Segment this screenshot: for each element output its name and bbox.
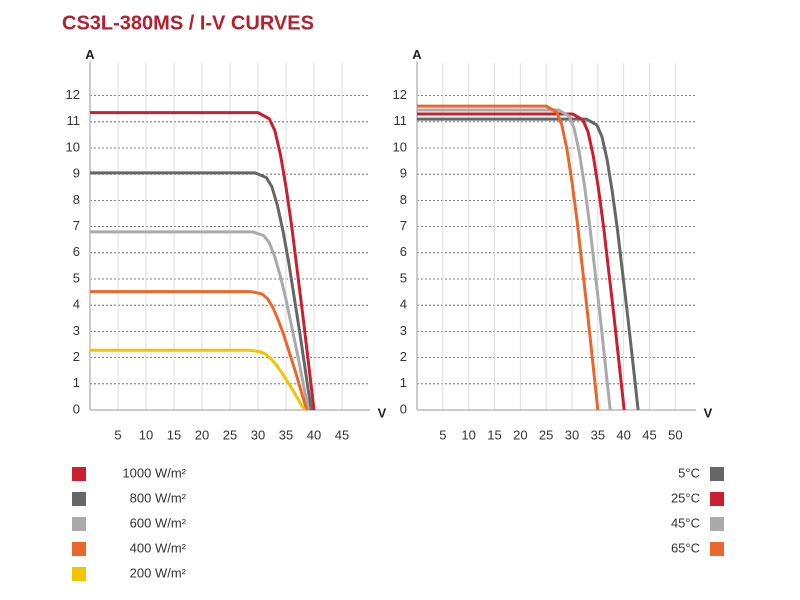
y-tick-label: 0 [73, 401, 80, 416]
iv-curve [417, 108, 612, 411]
iv-curve [417, 104, 600, 411]
iv-curve [90, 290, 309, 411]
iv-curve [90, 230, 310, 411]
legend-swatch [72, 567, 86, 581]
x-tick-label: 50 [668, 427, 682, 442]
y-axis-label: A [85, 47, 95, 62]
y-tick-label: 5 [73, 270, 80, 285]
y-tick-label: 12 [66, 87, 80, 102]
y-axis-label: A [412, 47, 422, 62]
y-tick-label: 6 [400, 244, 407, 259]
x-tick-label: 20 [195, 427, 209, 442]
y-tick-label: 10 [393, 139, 407, 154]
legend-label: 5°C [678, 465, 700, 480]
legend-swatch [710, 492, 724, 506]
iv-curve [417, 112, 626, 411]
y-tick-label: 3 [400, 323, 407, 338]
x-tick-label: 15 [167, 427, 181, 442]
x-tick-label: 10 [139, 427, 153, 442]
x-axis-label: V [378, 405, 387, 420]
x-tick-label: 20 [513, 427, 527, 442]
y-tick-label: 6 [73, 244, 80, 259]
y-tick-label: 9 [400, 166, 407, 181]
y-tick-label: 5 [400, 270, 407, 285]
x-tick-label: 45 [335, 427, 349, 442]
legend-swatch [72, 467, 86, 481]
x-axis-label: V [704, 405, 713, 420]
legend-label: 45°C [671, 515, 700, 530]
legend-swatch [710, 542, 724, 556]
x-tick-label: 5 [439, 427, 446, 442]
x-tick-label: 15 [487, 427, 501, 442]
legend-swatch [710, 467, 724, 481]
y-tick-label: 2 [400, 349, 407, 364]
y-tick-label: 9 [73, 166, 80, 181]
x-tick-label: 40 [616, 427, 630, 442]
x-tick-label: 35 [279, 427, 293, 442]
y-tick-label: 1 [73, 375, 80, 390]
legend-label: 1000 W/m² [122, 465, 186, 480]
legend-label: 200 W/m² [130, 565, 187, 580]
y-tick-label: 8 [73, 192, 80, 207]
legend-swatch [72, 517, 86, 531]
page-title: CS3L-380MS / I-V CURVES [62, 12, 314, 34]
x-tick-label: 5 [114, 427, 121, 442]
legend-label: 400 W/m² [130, 540, 187, 555]
legend-swatch [72, 492, 86, 506]
y-tick-label: 3 [73, 323, 80, 338]
y-tick-label: 1 [400, 375, 407, 390]
x-tick-label: 45 [642, 427, 656, 442]
x-tick-label: 35 [591, 427, 605, 442]
x-tick-label: 30 [565, 427, 579, 442]
y-tick-label: 4 [73, 297, 80, 312]
x-tick-label: 25 [223, 427, 237, 442]
y-tick-label: 7 [73, 218, 80, 233]
x-tick-label: 25 [539, 427, 553, 442]
x-tick-label: 30 [251, 427, 265, 442]
y-tick-label: 10 [66, 139, 80, 154]
x-tick-label: 40 [307, 427, 321, 442]
y-tick-label: 8 [400, 192, 407, 207]
iv-curve [90, 171, 313, 411]
y-tick-label: 0 [400, 401, 407, 416]
y-tick-label: 7 [400, 218, 407, 233]
y-tick-label: 4 [400, 297, 407, 312]
y-tick-label: 2 [73, 349, 80, 364]
legend-label: 25°C [671, 490, 700, 505]
iv-curve [90, 111, 316, 411]
legend-label: 65°C [671, 540, 700, 555]
legend-swatch [710, 517, 724, 531]
y-tick-label: 11 [394, 113, 408, 128]
x-tick-label: 10 [461, 427, 475, 442]
iv-curve [417, 117, 640, 411]
iv-curve [90, 348, 306, 411]
legend-swatch [72, 542, 86, 556]
legend-label: 800 W/m² [130, 490, 187, 505]
y-tick-label: 11 [67, 113, 81, 128]
y-tick-label: 12 [393, 87, 407, 102]
legend-label: 600 W/m² [130, 515, 187, 530]
